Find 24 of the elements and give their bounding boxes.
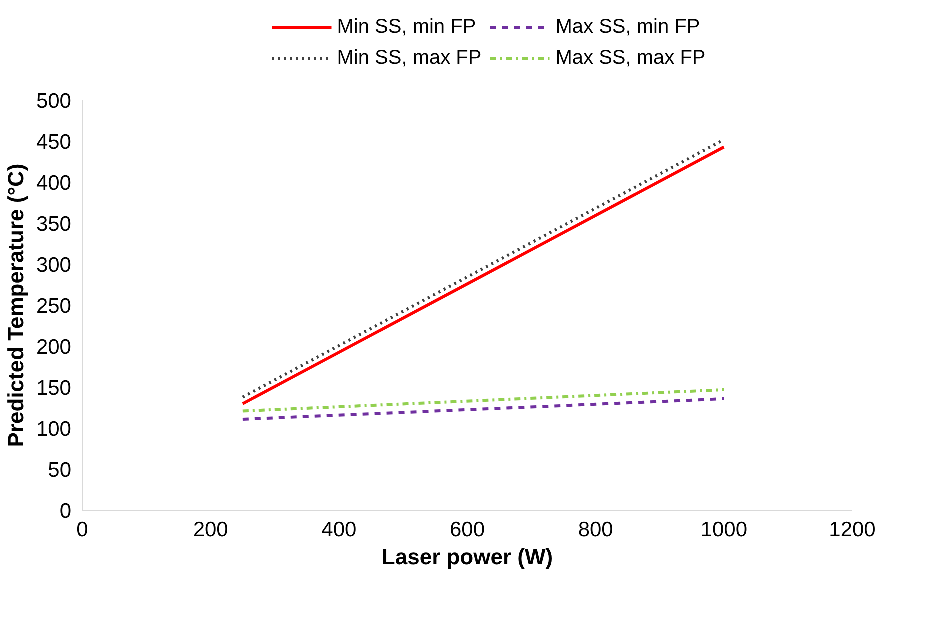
y-tick-label: 450 (36, 131, 72, 154)
y-tick-label: 150 (36, 377, 72, 400)
y-tick-label: 100 (36, 418, 72, 441)
y-tick-label: 350 (36, 213, 72, 236)
x-tick-label: 800 (578, 518, 614, 542)
x-tick-label: 600 (450, 518, 486, 542)
legend-label: Max SS, max FP (556, 46, 706, 70)
y-axis-title: Predicted Temperature (°C) (3, 164, 28, 448)
y-tick-label: 300 (36, 254, 72, 277)
x-tick-label: 400 (322, 518, 357, 542)
x-axis-title: Laser power (W) (382, 544, 554, 570)
y-tick-label: 250 (36, 295, 72, 318)
legend-label: Min SS, max FP (337, 46, 482, 70)
y-tick-label: 50 (48, 459, 72, 482)
x-tick-label: 200 (193, 518, 228, 542)
y-tick-label: 500 (36, 90, 72, 113)
y-tick-label: 0 (60, 500, 72, 523)
y-tick-label: 200 (36, 336, 72, 359)
legend-label: Max SS, min FP (556, 16, 700, 38)
x-tick-label: 1200 (829, 518, 876, 542)
y-tick-label: 400 (36, 172, 72, 195)
x-tick-label: 0 (76, 518, 88, 542)
legend-label: Min SS, min FP (337, 16, 476, 38)
x-tick-label: 1000 (700, 518, 748, 542)
